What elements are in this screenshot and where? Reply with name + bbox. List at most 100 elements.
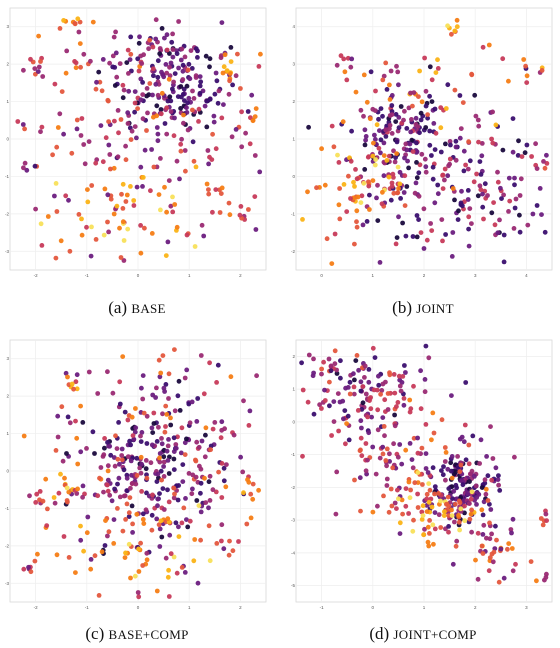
scatter-point: [402, 108, 407, 114]
scatter-point: [72, 21, 78, 26]
scatter-point: [362, 142, 368, 148]
scatter-point: [449, 507, 454, 513]
scatter-point: [361, 72, 367, 78]
scatter-point: [386, 153, 392, 159]
scatter-point: [181, 120, 186, 126]
scatter-point: [438, 525, 444, 530]
scatter-point: [477, 159, 483, 165]
scatter-point: [387, 126, 392, 132]
scatter-point: [311, 356, 316, 362]
scatter-point: [410, 234, 416, 239]
scatter-point: [190, 139, 196, 145]
scatter-point: [168, 203, 174, 209]
scatter-point: [204, 98, 210, 104]
scatter-point: [21, 165, 26, 171]
scatter-point: [496, 482, 501, 488]
scatter-point: [89, 224, 94, 230]
scatter-plot-joint-comp: -1 0 1 2 3 -5 -4 -3 -2 -1 0 1 2: [291, 339, 553, 610]
scatter-point: [484, 535, 489, 541]
scatter-point: [419, 509, 425, 515]
scatter-point: [461, 148, 467, 154]
scatter-point: [88, 566, 94, 572]
scatter-point: [131, 436, 137, 442]
scatter-point: [444, 501, 449, 507]
scatter-point: [117, 379, 123, 385]
scatter-point: [453, 543, 459, 549]
scatter-point: [151, 73, 156, 79]
scatter-point: [389, 180, 395, 186]
scatter-point: [233, 127, 239, 132]
scatter-point: [240, 469, 246, 475]
scatter-point: [432, 147, 438, 153]
scatter-point: [140, 80, 146, 85]
scatter-point: [386, 509, 392, 515]
scatter-point: [176, 524, 181, 530]
scatter-point: [452, 28, 458, 34]
scatter-point: [21, 566, 27, 572]
scatter-point: [247, 141, 253, 147]
scatter-point: [199, 222, 205, 228]
scatter-point: [497, 217, 502, 223]
scatter-point: [451, 488, 457, 494]
scatter-point: [219, 522, 225, 528]
scatter-point: [397, 383, 403, 389]
scatter-point: [340, 119, 346, 125]
scatter-point: [140, 373, 146, 378]
scatter-point: [198, 79, 204, 85]
scatter-point: [124, 192, 130, 198]
caption-c: (c) BASE+COMP: [2, 624, 272, 644]
scatter-point: [102, 543, 108, 548]
scatter-point: [487, 501, 492, 507]
scatter-point: [198, 353, 204, 358]
scatter-point: [244, 521, 250, 527]
scatter-point: [107, 60, 112, 66]
scatter-point: [246, 207, 251, 212]
scatter-point: [491, 549, 497, 555]
scatter-plot-joint: 0 1 2 3 4 -2 -1 0 1 2 3 4: [291, 7, 553, 278]
scatter-point: [378, 137, 384, 143]
scatter-point: [432, 106, 438, 112]
scatter-point: [86, 139, 92, 145]
scatter-point: [466, 226, 471, 232]
scatter-point: [75, 486, 80, 492]
scatter-point: [174, 158, 180, 164]
x-tick-label: 2: [474, 605, 477, 610]
scatter-point: [156, 424, 161, 430]
y-tick-label: -3: [5, 249, 9, 254]
scatter-point: [190, 88, 195, 94]
caption-c-name: BASE+COMP: [108, 627, 189, 642]
scatter-point: [115, 506, 120, 511]
scatter-point: [501, 259, 507, 265]
scatter-point: [478, 187, 484, 193]
scatter-point: [134, 184, 140, 190]
scatter-point: [457, 469, 463, 475]
scatter-point: [163, 555, 169, 561]
scatter-point: [180, 77, 186, 82]
scatter-point: [529, 154, 534, 159]
scatter-point: [167, 64, 172, 70]
scatter-point: [77, 41, 83, 46]
scatter-point: [197, 90, 203, 96]
scatter-point: [341, 416, 346, 422]
scatter-point: [510, 116, 516, 121]
scatter-point: [405, 158, 410, 164]
scatter-point: [462, 503, 467, 509]
scatter-point: [180, 479, 186, 484]
scatter-point: [459, 434, 465, 440]
scatter-point: [470, 433, 476, 439]
scatter-point: [344, 209, 350, 215]
scatter-point: [429, 153, 434, 158]
scatter-point: [113, 29, 118, 35]
x-tick-label: 3: [525, 605, 528, 610]
scatter-point: [201, 233, 207, 239]
scatter-point: [177, 408, 183, 413]
scatter-point: [98, 465, 104, 470]
scatter-point: [402, 203, 408, 209]
x-tick-label: 1: [423, 605, 426, 610]
scatter-point: [426, 499, 432, 505]
scatter-point: [207, 56, 213, 62]
scatter-point: [52, 500, 58, 506]
scatter-point: [122, 409, 128, 415]
scatter-point: [84, 224, 89, 230]
scatter-point: [180, 68, 186, 74]
